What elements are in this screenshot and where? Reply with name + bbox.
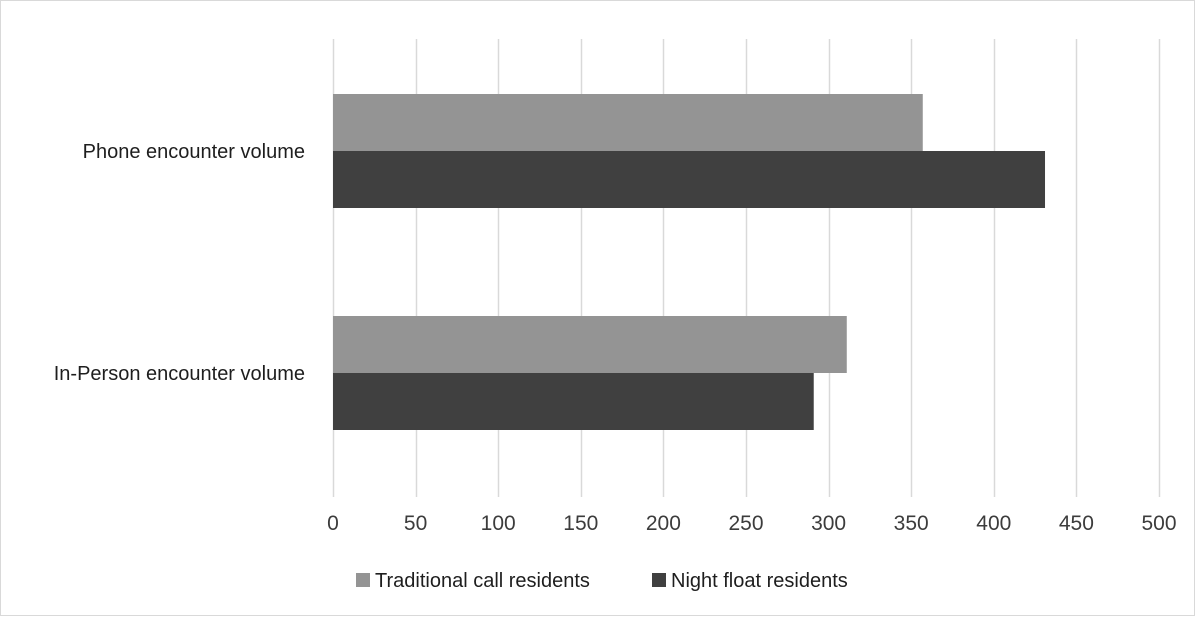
x-tick-label-500: 500 <box>1141 512 1176 535</box>
x-tick-label-350: 350 <box>894 512 929 535</box>
legend-label-night-float-residents: Night float residents <box>671 570 848 592</box>
x-tick-label-100: 100 <box>481 512 516 535</box>
x-tick-label-0: 0 <box>327 512 339 535</box>
x-tick-label-200: 200 <box>646 512 681 535</box>
x-tick-label-300: 300 <box>811 512 846 535</box>
legend-label-traditional-call-residents: Traditional call residents <box>375 570 590 592</box>
x-tick-label-400: 400 <box>976 512 1011 535</box>
category-label-in-person-encounter-volume: In-Person encounter volume <box>54 363 305 385</box>
legend-swatch-traditional-call-residents <box>356 573 370 587</box>
bar-phone-encounter-volume-night-float-residents <box>333 151 1046 208</box>
bars <box>333 94 1046 430</box>
x-tick-label-150: 150 <box>563 512 598 535</box>
bar-in-person-encounter-volume-traditional-call-residents <box>333 316 847 373</box>
bar-in-person-encounter-volume-night-float-residents <box>333 373 814 430</box>
x-tick-label-450: 450 <box>1059 512 1094 535</box>
legend-swatch-night-float-residents <box>652 573 666 587</box>
bar-phone-encounter-volume-traditional-call-residents <box>333 94 923 151</box>
x-tick-label-250: 250 <box>728 512 763 535</box>
x-tick-label-50: 50 <box>404 512 427 535</box>
legend: Traditional call residents Night float re… <box>356 570 848 592</box>
x-axis-tick-labels: 0 50 100 150 200 250 300 350 400 450 500 <box>327 512 1176 535</box>
category-label-phone-encounter-volume: Phone encounter volume <box>83 141 305 163</box>
category-labels: Phone encounter volume In-Person encounte… <box>54 141 305 385</box>
